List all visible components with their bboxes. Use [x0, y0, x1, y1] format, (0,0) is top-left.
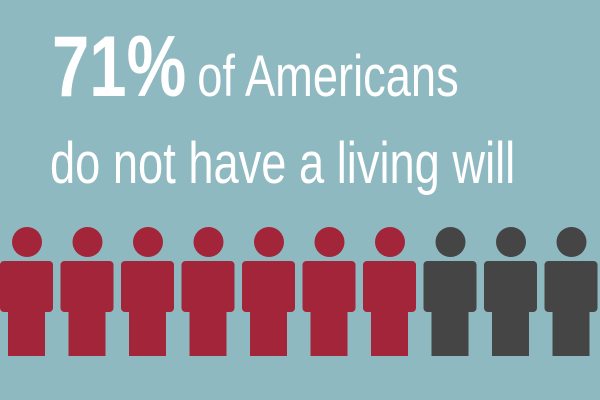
headline-line-2: do not have a living will [50, 131, 516, 196]
person-icon-highlighted [0, 227, 53, 356]
person-icon-highlighted [121, 227, 174, 356]
person-icon [484, 227, 537, 356]
headline-percent: 71% [52, 19, 187, 115]
headline-text: of Americans [197, 44, 459, 109]
person-icon-highlighted [181, 227, 235, 356]
person-icon-highlighted [363, 227, 416, 356]
person-icon [423, 227, 477, 356]
person-icon [544, 227, 598, 356]
headline-line-1: 71% of Americans [52, 18, 459, 117]
person-icon-highlighted [242, 227, 295, 356]
person-icon-highlighted [60, 227, 114, 356]
person-icon-highlighted [302, 227, 356, 356]
